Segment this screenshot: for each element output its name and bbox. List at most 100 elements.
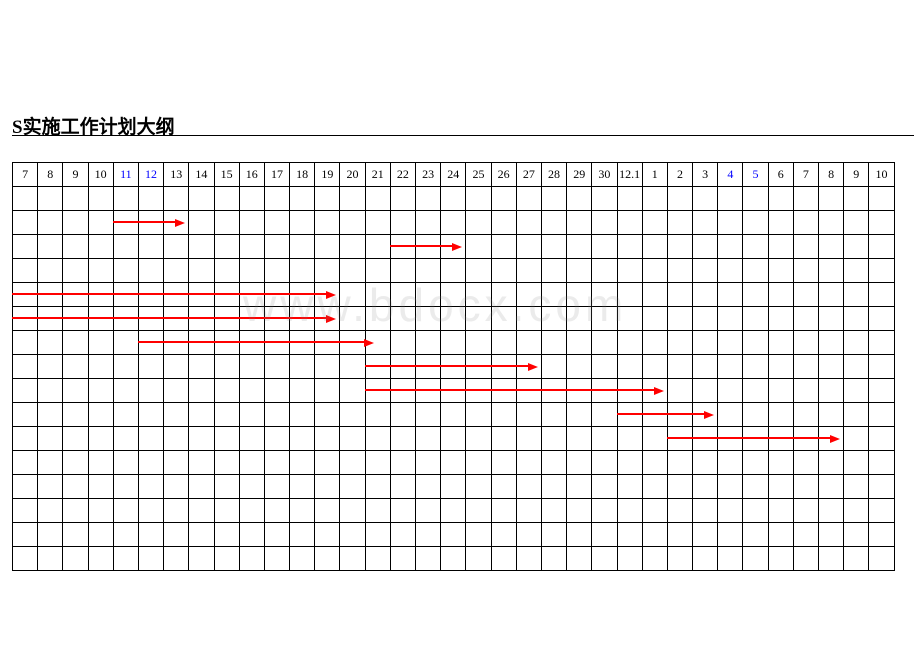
grid-cell	[38, 523, 63, 547]
grid-cell	[441, 355, 466, 379]
grid-cell	[693, 211, 718, 235]
grid-cell	[819, 235, 844, 259]
grid-cell	[642, 523, 667, 547]
grid-cell	[592, 235, 617, 259]
grid-cell	[239, 523, 264, 547]
grid-cell	[592, 499, 617, 523]
grid-cell	[541, 547, 566, 571]
grid-cell	[869, 355, 894, 379]
grid-cell	[768, 283, 793, 307]
grid-cell	[642, 475, 667, 499]
grid-cell	[189, 307, 214, 331]
grid-cell	[340, 475, 365, 499]
page: S实施工作计划大纲 789101112131415161718192021222…	[0, 0, 920, 651]
grid-cell	[768, 427, 793, 451]
grid-cell	[88, 379, 113, 403]
grid-cell	[290, 259, 315, 283]
grid-cell	[516, 187, 541, 211]
grid-cell	[516, 355, 541, 379]
grid-cell	[264, 307, 289, 331]
grid-cell	[869, 235, 894, 259]
grid-cell	[491, 427, 516, 451]
grid-cell	[693, 187, 718, 211]
grid-cell	[340, 403, 365, 427]
grid-cell	[693, 403, 718, 427]
grid-cell	[441, 235, 466, 259]
grid-cell	[869, 403, 894, 427]
grid-cell	[315, 451, 340, 475]
header-cell: 18	[290, 163, 315, 187]
grid-cell	[416, 475, 441, 499]
grid-cell	[138, 283, 163, 307]
grid-cell	[768, 403, 793, 427]
grid-cell	[743, 523, 768, 547]
grid-cell	[693, 547, 718, 571]
grid-cell	[390, 307, 415, 331]
grid-cell	[390, 331, 415, 355]
grid-cell	[592, 259, 617, 283]
grid-cell	[164, 379, 189, 403]
grid-cell	[491, 331, 516, 355]
grid-cell	[365, 451, 390, 475]
grid-cell	[541, 499, 566, 523]
header-cell: 9	[63, 163, 88, 187]
grid-cell	[768, 499, 793, 523]
grid-cell	[164, 403, 189, 427]
grid-cell	[214, 187, 239, 211]
grid-cell	[214, 259, 239, 283]
grid-cell	[844, 235, 869, 259]
grid-cell	[290, 283, 315, 307]
grid-cell	[189, 283, 214, 307]
grid-cell	[642, 187, 667, 211]
grid-cell	[617, 547, 642, 571]
grid-row	[13, 475, 895, 499]
grid-cell	[63, 403, 88, 427]
grid-cell	[718, 499, 743, 523]
title-underline	[12, 135, 914, 136]
grid-cell	[315, 427, 340, 451]
grid-cell	[617, 379, 642, 403]
grid-cell	[592, 451, 617, 475]
grid-cell	[819, 475, 844, 499]
grid-cell	[743, 307, 768, 331]
grid-cell	[441, 307, 466, 331]
grid-cell	[743, 235, 768, 259]
grid-cell	[793, 523, 818, 547]
grid-cell	[667, 475, 692, 499]
grid-cell	[592, 331, 617, 355]
grid-cell	[466, 307, 491, 331]
grid-cell	[264, 547, 289, 571]
grid-cell	[793, 307, 818, 331]
grid-cell	[365, 211, 390, 235]
header-cell: 26	[491, 163, 516, 187]
grid-cell	[63, 427, 88, 451]
grid-cell	[642, 331, 667, 355]
grid-cell	[718, 235, 743, 259]
header-cell: 30	[592, 163, 617, 187]
grid-cell	[466, 283, 491, 307]
grid-cell	[667, 355, 692, 379]
grid-cell	[718, 307, 743, 331]
grid-cell	[617, 211, 642, 235]
grid-cell	[13, 475, 38, 499]
grid-cell	[743, 427, 768, 451]
grid-cell	[239, 355, 264, 379]
grid-cell	[13, 547, 38, 571]
grid-cell	[693, 451, 718, 475]
grid-cell	[844, 355, 869, 379]
grid-cell	[441, 283, 466, 307]
grid-cell	[441, 187, 466, 211]
grid-cell	[290, 499, 315, 523]
grid-cell	[189, 523, 214, 547]
grid-cell	[819, 211, 844, 235]
grid-cell	[743, 499, 768, 523]
grid-cell	[189, 499, 214, 523]
grid-cell	[63, 475, 88, 499]
grid-cell	[466, 259, 491, 283]
header-cell: 8	[38, 163, 63, 187]
grid-cell	[541, 187, 566, 211]
grid-cell	[667, 451, 692, 475]
grid-cell	[617, 259, 642, 283]
grid-cell	[264, 499, 289, 523]
grid-cell	[844, 451, 869, 475]
